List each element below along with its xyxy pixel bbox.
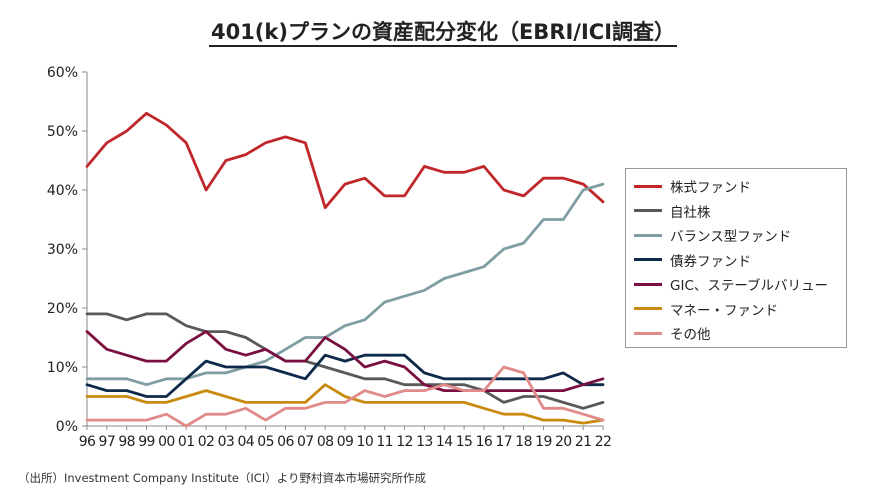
legend-label: 自社株 — [670, 204, 711, 221]
x-tick-label: 98 — [118, 434, 135, 450]
x-tick-label: 10 — [357, 434, 374, 450]
legend-label: GIC、ステーブルバリュー — [670, 278, 829, 295]
legend-label: バランス型ファンド — [670, 229, 792, 246]
x-tick-label: 16 — [476, 434, 493, 450]
legend-swatch — [634, 258, 662, 262]
source-note: （出所）Investment Company Institute（ICI）より野… — [18, 471, 426, 485]
legend-item: 債券ファンド — [634, 248, 846, 273]
y-tick-label: 20% — [47, 301, 78, 317]
y-tick-label: 60% — [47, 65, 78, 81]
x-tick-label: 02 — [198, 434, 215, 450]
legend-swatch — [634, 307, 662, 311]
legend-item: マネー・ファンド — [634, 297, 846, 322]
legend-swatch — [634, 209, 662, 213]
y-tick-label: 30% — [47, 242, 78, 258]
x-tick-label: 08 — [317, 434, 334, 450]
x-tick-label: 11 — [376, 434, 393, 450]
x-tick-label: 97 — [99, 434, 116, 450]
x-tick-label: 09 — [337, 434, 354, 450]
x-tick-label: 05 — [257, 434, 274, 450]
legend-item: 株式ファンド — [634, 174, 846, 199]
series-line — [85, 182, 605, 387]
x-tick-label: 01 — [178, 434, 195, 450]
x-tick-label: 06 — [277, 434, 294, 450]
series-lines — [85, 111, 605, 428]
x-tick-label: 15 — [456, 434, 473, 450]
x-tick-label: 20 — [555, 434, 572, 450]
x-tick-label: 00 — [158, 434, 175, 450]
series-line — [85, 330, 605, 393]
x-tick-label: 07 — [297, 434, 314, 450]
x-tick-label: 13 — [416, 434, 433, 450]
x-tick-label: 14 — [436, 434, 453, 450]
x-tick-label: 03 — [218, 434, 235, 450]
legend-item: 自社株 — [634, 199, 846, 224]
y-tick-label: 10% — [47, 360, 78, 376]
chart-legend: 株式ファンド 自社株バランス型ファンド 債券ファンド GIC、ステーブルバリュー マネー… — [625, 168, 847, 348]
legend-label: 株式ファンド — [670, 180, 751, 197]
series-line — [85, 312, 605, 410]
x-tick-label: 12 — [396, 434, 413, 450]
legend-swatch — [634, 282, 662, 286]
x-tick-label: 04 — [237, 434, 254, 450]
legend-swatch — [634, 331, 662, 335]
series-line — [85, 365, 605, 428]
legend-item: GIC、ステーブルバリュー — [634, 272, 846, 297]
x-tick-label: 22 — [595, 434, 612, 450]
legend-label: 債券ファンド — [670, 253, 751, 270]
x-tick-label: 18 — [515, 434, 532, 450]
legend-label: マネー・ファンド — [670, 302, 778, 319]
legend-label: その他 — [670, 327, 711, 344]
chart-title: 401(k)プランの資産配分変化（EBRI/ICI調査） — [0, 16, 886, 47]
y-tick-label: 50% — [47, 124, 78, 140]
legend-item: その他 — [634, 321, 846, 346]
series-line — [85, 353, 605, 398]
legend-item: バランス型ファンド — [634, 223, 846, 248]
series-line — [85, 111, 605, 210]
y-tick-label: 0% — [56, 419, 78, 435]
axis-ticks: 0% 10% 20% 30% 40% 50% 60% 96 97 98 99 00 01 02 03 04 05… — [47, 65, 612, 450]
x-tick-label: 96 — [79, 434, 96, 450]
series-line — [85, 383, 605, 425]
x-tick-label: 19 — [535, 434, 552, 450]
x-tick-label: 17 — [495, 434, 512, 450]
x-tick-label: 21 — [575, 434, 592, 450]
y-tick-label: 40% — [47, 183, 78, 199]
legend-swatch — [634, 233, 662, 237]
legend-swatch — [634, 184, 662, 188]
x-tick-label: 99 — [138, 434, 155, 450]
